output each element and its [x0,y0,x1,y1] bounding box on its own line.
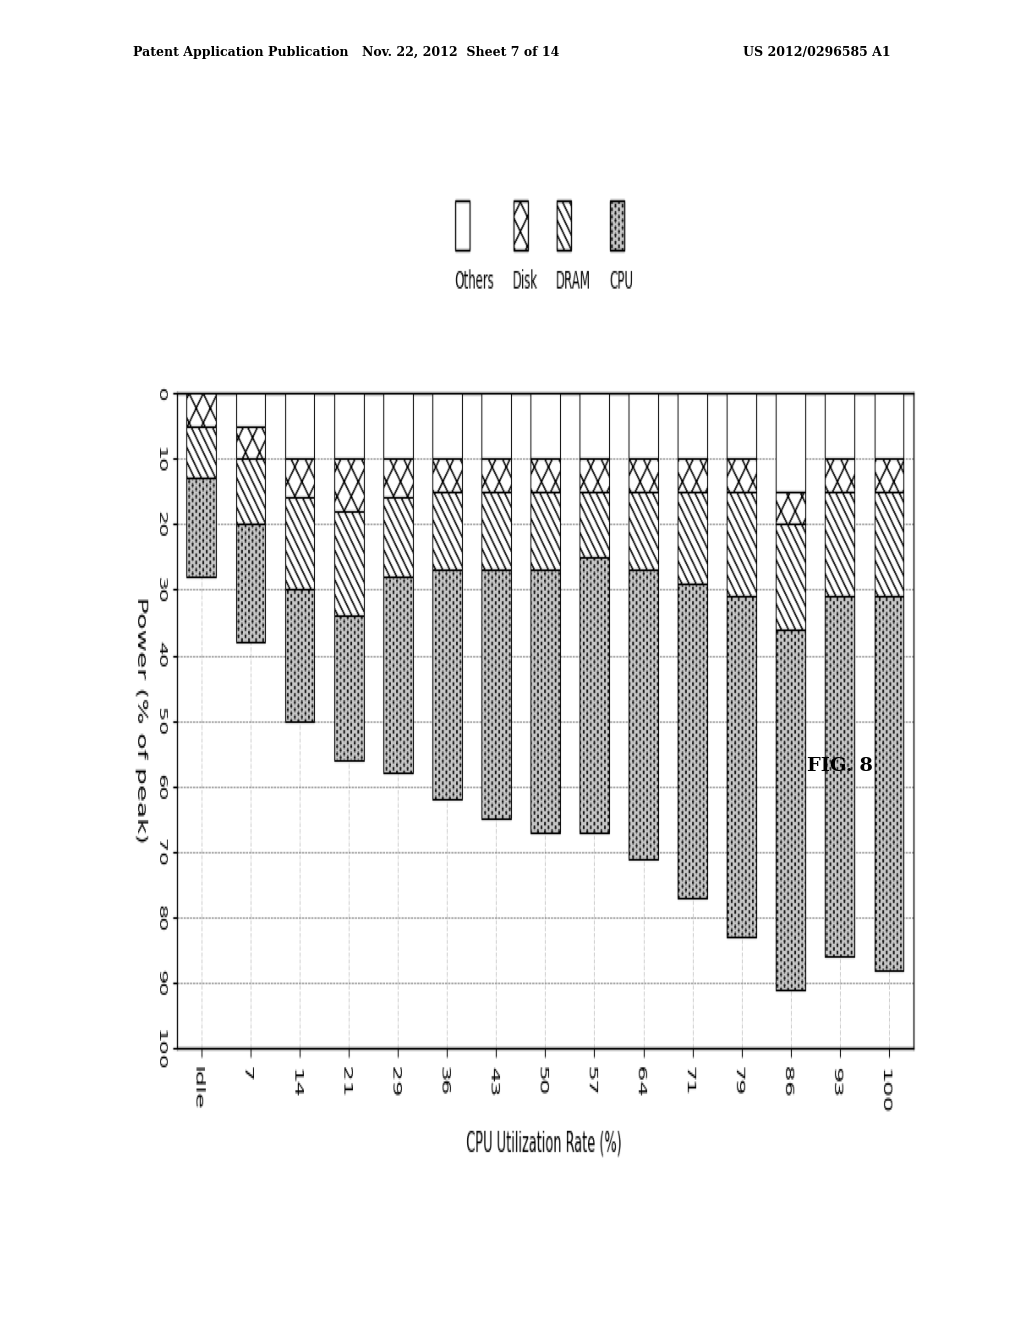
Text: US 2012/0296585 A1: US 2012/0296585 A1 [743,46,891,59]
Text: Nov. 22, 2012  Sheet 7 of 14: Nov. 22, 2012 Sheet 7 of 14 [362,46,559,59]
Text: Patent Application Publication: Patent Application Publication [133,46,348,59]
Text: FIG. 8: FIG. 8 [807,756,872,775]
